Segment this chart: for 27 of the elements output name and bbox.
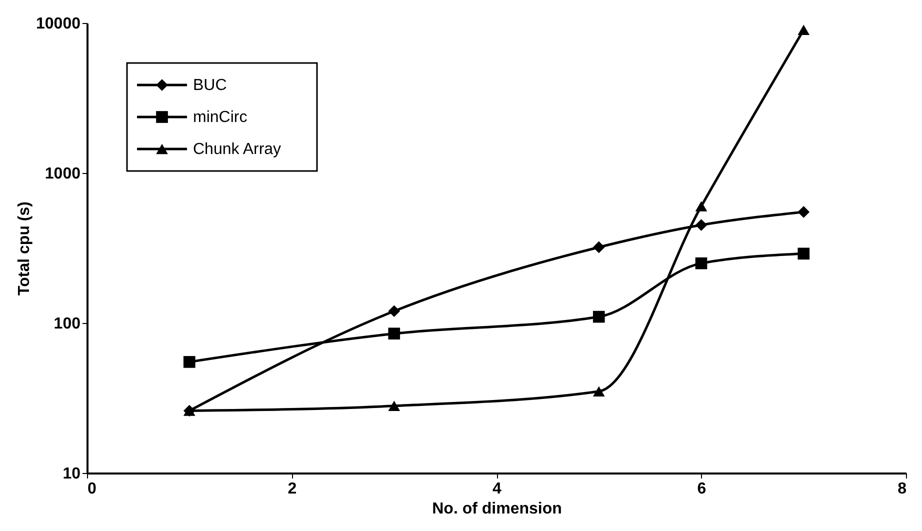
y-tick-label: 1000 — [44, 166, 81, 182]
y-tick-label: 100 — [54, 316, 81, 332]
point — [798, 248, 810, 260]
point — [695, 219, 708, 231]
legend-label: BUC — [193, 77, 227, 94]
point — [798, 206, 810, 218]
point — [592, 310, 605, 323]
x-tick-label: 0 — [88, 480, 96, 498]
point — [592, 241, 605, 254]
legend-label: minCirc — [193, 109, 248, 126]
point — [798, 24, 810, 35]
x-tick-label: 6 — [697, 480, 706, 498]
x-tick-label: 8 — [898, 480, 907, 498]
point — [183, 356, 196, 368]
point — [695, 257, 708, 270]
point — [388, 328, 400, 340]
x-tick-label: 2 — [288, 480, 297, 498]
y-tick-label: 10 — [62, 466, 81, 482]
point — [388, 305, 400, 318]
x-axis-title: No. of dimension — [432, 500, 562, 518]
x-tick-label: 4 — [492, 480, 502, 498]
legend-label: Chunk Array — [193, 141, 282, 158]
y-tick-label: 10000 — [36, 16, 81, 32]
y-axis-title: Total cpu (s) — [16, 202, 34, 296]
point — [388, 400, 400, 412]
point — [592, 386, 605, 397]
point — [695, 201, 708, 212]
